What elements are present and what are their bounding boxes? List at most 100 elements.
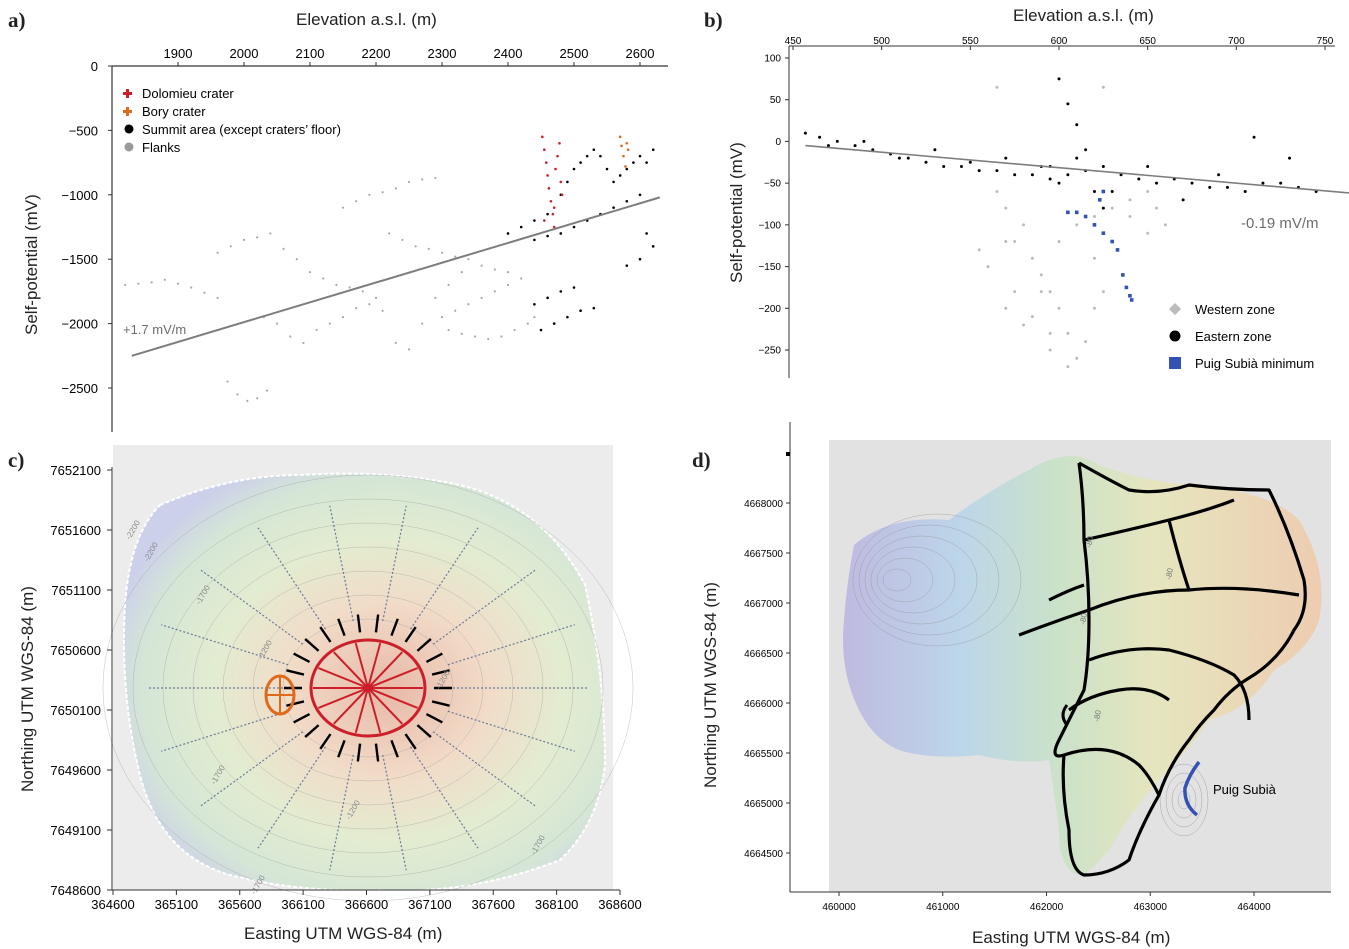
panel-a-point — [275, 322, 279, 325]
panel-a-point — [572, 225, 576, 229]
panel-b-point — [977, 248, 981, 252]
panel-c-profile-line — [199, 731, 304, 808]
panel-c-summit-profile — [431, 669, 450, 676]
panel-d-survey-profile — [1053, 462, 1091, 758]
panel-a-point — [381, 309, 384, 312]
panel-a-point — [559, 290, 563, 293]
panel-b-y-tick-label: −100 — [758, 220, 781, 231]
panel-b-x-tick-label: 750 — [1317, 36, 1334, 47]
panel-a-point — [440, 251, 444, 254]
panel-c-x-tick-label: 366600 — [345, 897, 388, 912]
panel-b-point — [1092, 189, 1096, 193]
panel-a-point — [454, 255, 457, 258]
panel-a-point — [544, 161, 548, 164]
panel-a-point — [242, 238, 246, 241]
panel-a-point — [322, 277, 325, 280]
panel-a-point — [543, 219, 546, 222]
panel-a-point — [190, 286, 193, 289]
panel-b-point — [1030, 256, 1034, 260]
panel-a-chart: 1900 2000 2100 2200 2300 2400 2500 2600 0 −500 −10… — [61, 46, 668, 432]
panel-c-summit-profile — [425, 712, 443, 724]
panel-a-point — [226, 380, 229, 383]
panel-a-point — [246, 399, 249, 402]
panel-a-point — [355, 307, 358, 310]
panel-b-point — [968, 160, 972, 164]
panel-b-y-tick-label: −50 — [764, 179, 781, 190]
panel-b-point — [1190, 181, 1194, 185]
panel-b-point — [1039, 290, 1043, 294]
panel-d-y-axis-cap — [786, 452, 790, 456]
panel-a-point — [447, 328, 450, 332]
panel-b-legend-marker — [1169, 303, 1181, 315]
panel-a-point — [626, 148, 630, 152]
panel-a-point — [533, 219, 536, 222]
panel-b-point — [1048, 177, 1052, 181]
panel-b-point — [1092, 215, 1096, 219]
panel-a-point — [216, 296, 219, 299]
panel-a-point — [552, 206, 556, 209]
panel-b-point — [1128, 293, 1132, 298]
panel-b-y-tick-label: 0 — [775, 137, 781, 148]
panel-a-point — [434, 296, 437, 299]
panel-c-summit-profile — [293, 652, 311, 664]
panel-c-dolomieu-profile — [318, 667, 369, 689]
panel-c-dolomieu-profile — [332, 687, 369, 725]
panel-a-point — [558, 141, 561, 145]
panel-a-point — [176, 282, 180, 285]
panel-a-point — [539, 328, 543, 332]
panel-d-puig-subia-profile — [1183, 760, 1201, 817]
panel-b-point — [1181, 198, 1185, 202]
panel-a-point — [546, 296, 549, 300]
panel-c-profile-line — [382, 754, 407, 871]
panel-a-legend-marker — [123, 89, 132, 98]
panel-c-profile-line — [199, 568, 304, 645]
panel-c-summit-profile — [337, 618, 346, 637]
panel-b-point — [803, 131, 807, 135]
panel-a-point — [163, 278, 166, 281]
panel-b-y-tick-label: −200 — [758, 304, 781, 315]
panel-c-y-tick-label: 7651600 — [50, 523, 101, 538]
panel-a-point — [487, 337, 490, 341]
panel-a-point — [421, 322, 424, 325]
panel-a-point — [566, 315, 569, 319]
panel-a-point — [645, 232, 648, 235]
panel-a-point — [473, 335, 477, 338]
panel-b-point — [1075, 123, 1079, 127]
panel-c-y-tick-label: 7650100 — [50, 703, 101, 718]
panel-b-point — [1004, 306, 1008, 310]
panel-a-legend-label: Dolomieu crater — [142, 86, 234, 101]
panel-b-point — [1163, 223, 1167, 227]
panel-b-point — [1022, 223, 1026, 227]
panel-d-x-axis-title: Easting UTM WGS-84 (m) — [972, 928, 1171, 947]
panel-b-point — [1124, 285, 1129, 290]
panel-b-point — [1101, 231, 1106, 235]
panel-a-point — [533, 238, 536, 242]
panel-a-point — [585, 154, 589, 158]
panel-a-point — [559, 180, 563, 184]
panel-a-point — [434, 176, 437, 180]
panel-b-legend-marker — [1169, 330, 1181, 342]
panel-d-puig-subia-label: Puig Subià — [1213, 782, 1277, 797]
panel-a-point — [269, 232, 272, 235]
panel-b-point — [995, 169, 999, 173]
panel-b-point — [1066, 210, 1070, 215]
panel-b-point — [1075, 223, 1079, 227]
panel-b-point — [1101, 206, 1105, 210]
panel-b-point — [1048, 348, 1052, 352]
panel-a-x-tick-label: 2000 — [230, 46, 259, 61]
panel-b-y-tick-label: 50 — [770, 95, 782, 106]
panel-a-point — [203, 291, 206, 294]
panel-c-summit-profile — [356, 743, 362, 762]
panel-a-point — [605, 167, 609, 171]
panel-a-x-tick-label: 2500 — [560, 46, 589, 61]
panel-b-point — [1057, 181, 1061, 185]
panel-c-island-map — [123, 472, 607, 892]
panel-c-summit-profile — [304, 724, 320, 738]
panel-a-point — [547, 187, 551, 190]
panel-d-y-tick-label: 4668000 — [744, 499, 783, 510]
panel-d-contour — [882, 568, 912, 592]
panel-a-point — [454, 309, 457, 312]
panel-a-point — [638, 154, 642, 158]
panel-a-point — [638, 257, 642, 261]
panel-a-point — [651, 148, 655, 152]
